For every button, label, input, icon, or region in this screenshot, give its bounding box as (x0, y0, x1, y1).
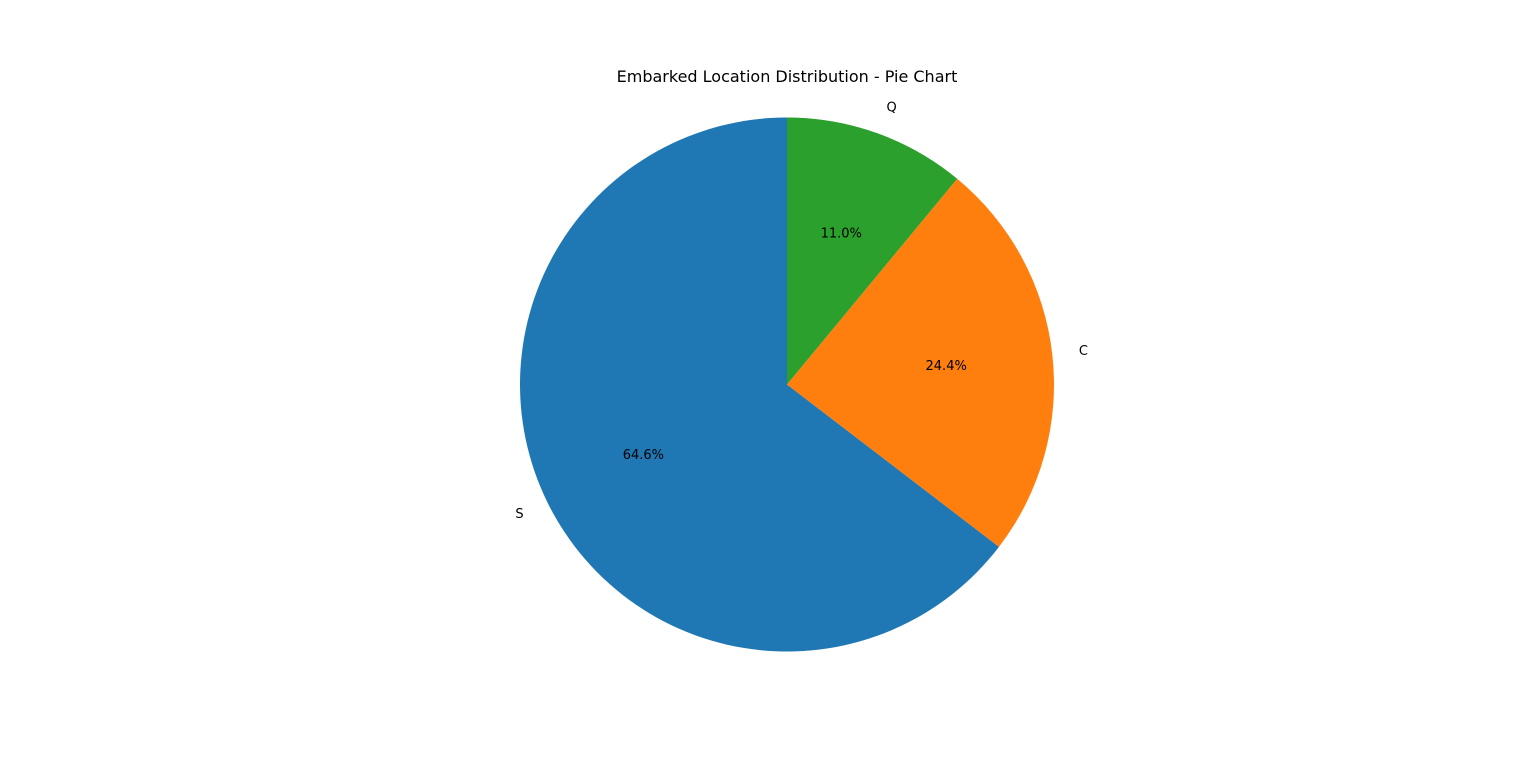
chart-title: Embarked Location Distribution - Pie Cha… (617, 67, 958, 86)
pie-slice-s (520, 117, 999, 652)
slice-percent-q: 11.0% (821, 226, 862, 241)
pie-slices (520, 117, 1055, 652)
pie-slice-q (787, 117, 958, 385)
pie-labels: S 64.6% C 24.4% Q 11.0% (515, 101, 1088, 522)
slice-label-q: Q (886, 101, 896, 116)
slice-label-c: C (1079, 344, 1088, 359)
slice-percent-s: 64.6% (623, 448, 664, 463)
slice-label-s: S (515, 507, 523, 522)
pie-slice-c (787, 178, 1055, 547)
slice-percent-c: 24.4% (926, 359, 967, 374)
